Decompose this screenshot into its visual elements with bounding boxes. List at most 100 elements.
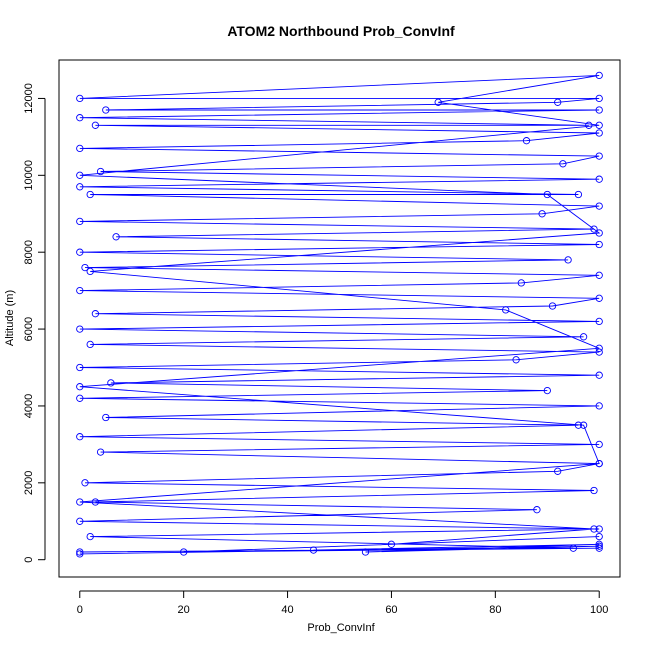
data-point xyxy=(595,202,603,210)
data-point xyxy=(76,171,84,179)
data-point xyxy=(361,548,370,556)
data-point xyxy=(548,302,557,310)
y-axis: 0 2000 4000 6000 8000 10000 12000 xyxy=(23,83,46,563)
y-tick-label: 12000 xyxy=(23,83,35,114)
data-point xyxy=(180,548,188,556)
data-point xyxy=(595,106,603,114)
y-tick-label: 0 xyxy=(23,557,35,563)
data-point xyxy=(538,210,546,218)
x-axis-label: Prob_ConvInf xyxy=(307,622,375,634)
data-point xyxy=(564,256,572,264)
plot-area xyxy=(58,59,621,578)
data-point xyxy=(595,344,603,352)
data-point xyxy=(76,325,84,333)
data-point xyxy=(595,271,603,279)
data-point xyxy=(595,175,603,183)
data-point xyxy=(590,486,598,495)
data-point xyxy=(559,160,567,168)
data-point xyxy=(76,183,84,191)
data-point xyxy=(533,506,541,514)
data-point xyxy=(579,333,588,341)
data-point xyxy=(574,190,583,199)
data-point xyxy=(590,525,598,533)
data-point xyxy=(102,413,110,422)
data-point xyxy=(76,144,84,153)
data-point xyxy=(86,267,94,276)
data-point xyxy=(76,286,84,295)
data-point xyxy=(76,114,84,122)
data-point xyxy=(517,279,525,287)
data-point xyxy=(595,459,603,468)
data-point xyxy=(595,371,603,379)
data-point xyxy=(387,540,396,548)
data-point xyxy=(76,548,84,556)
data-point xyxy=(76,94,84,103)
data-point xyxy=(543,190,551,199)
x-tick-label: 80 xyxy=(489,604,501,616)
data-point xyxy=(590,225,598,233)
series-layer xyxy=(76,71,603,558)
data-point xyxy=(502,306,510,314)
data-point xyxy=(595,544,603,552)
data-point xyxy=(76,498,84,506)
chart-title: ATOM2 Northbound Prob_ConvInf xyxy=(227,23,455,39)
data-point xyxy=(91,310,100,318)
data-point xyxy=(86,340,94,349)
x-tick-label: 20 xyxy=(178,604,190,616)
data-point xyxy=(81,263,89,272)
y-tick-label: 6000 xyxy=(23,317,35,341)
y-axis-label: Altitude (m) xyxy=(4,290,16,346)
data-point xyxy=(309,546,318,554)
data-point xyxy=(91,498,100,506)
data-point xyxy=(112,233,120,241)
data-point xyxy=(76,433,84,441)
data-point xyxy=(595,525,603,533)
series-line xyxy=(79,74,601,555)
data-point xyxy=(595,317,603,326)
data-point xyxy=(91,121,100,129)
data-point xyxy=(595,71,603,80)
data-point xyxy=(76,394,84,402)
data-point xyxy=(76,550,84,558)
x-axis: 0 20 40 60 80 100 xyxy=(77,590,608,616)
y-tick-label: 4000 xyxy=(23,394,35,418)
data-point xyxy=(76,363,84,372)
data-point xyxy=(434,98,442,106)
data-point xyxy=(595,121,603,129)
data-point xyxy=(554,98,562,106)
data-point xyxy=(76,517,84,525)
data-point xyxy=(595,348,603,356)
x-tick-label: 0 xyxy=(77,604,83,616)
data-point xyxy=(96,167,105,176)
data-point xyxy=(585,121,593,129)
data-point xyxy=(595,532,603,541)
data-point xyxy=(595,129,603,137)
data-point xyxy=(96,448,105,456)
x-tick-label: 60 xyxy=(385,604,397,616)
data-point xyxy=(595,402,603,410)
data-point xyxy=(76,383,84,391)
data-point xyxy=(86,532,94,541)
data-point xyxy=(569,544,577,552)
data-point xyxy=(107,379,115,387)
data-point xyxy=(86,190,94,199)
data-point xyxy=(595,152,603,160)
data-point xyxy=(595,294,603,302)
y-tick-label: 10000 xyxy=(23,160,35,191)
data-point xyxy=(81,479,89,487)
data-point xyxy=(76,248,84,256)
data-point xyxy=(595,240,603,249)
data-point xyxy=(76,217,84,226)
data-point xyxy=(574,421,583,429)
data-point xyxy=(522,137,531,145)
data-point xyxy=(102,106,110,114)
x-tick-label: 100 xyxy=(590,604,608,616)
data-point xyxy=(579,421,588,429)
data-point xyxy=(512,356,520,364)
data-point xyxy=(554,467,562,475)
data-point xyxy=(543,386,551,395)
data-point xyxy=(595,542,603,550)
x-tick-label: 40 xyxy=(281,604,293,616)
data-point xyxy=(595,229,603,237)
